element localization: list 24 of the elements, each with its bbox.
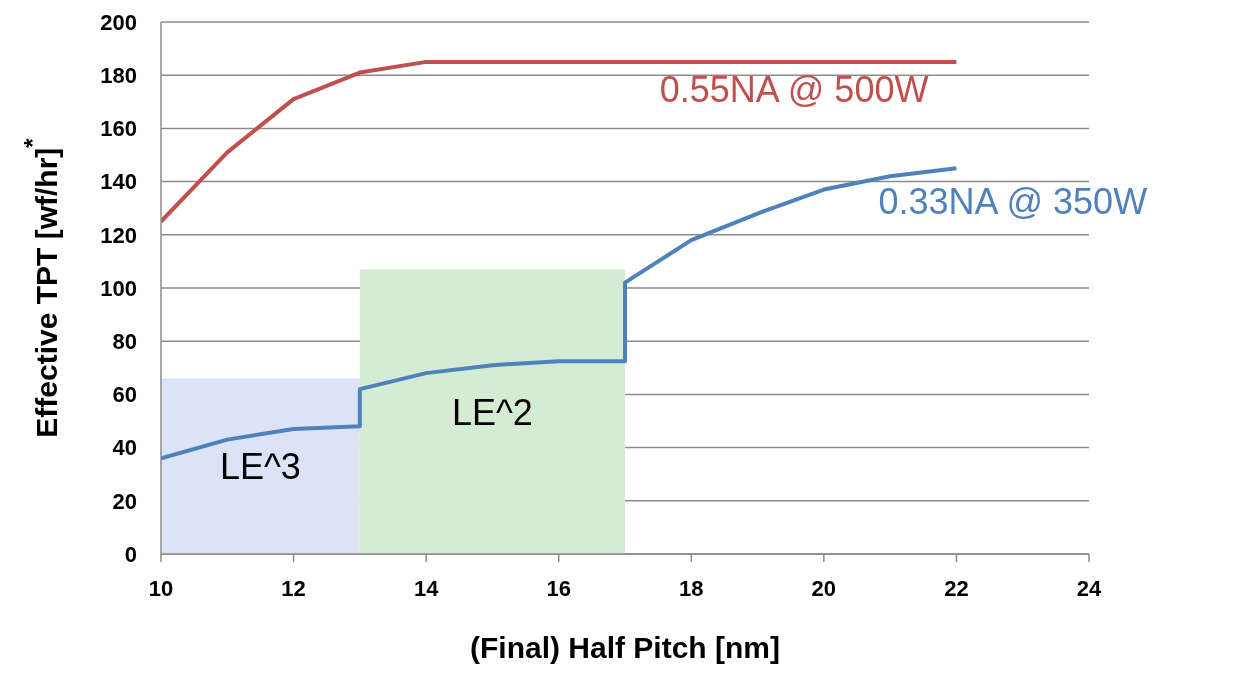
series-label: 0.55NA @ 500W <box>659 68 929 110</box>
y-tick-label: 140 <box>100 169 137 195</box>
series-label: 0.33NA @ 350W <box>878 181 1148 223</box>
x-tick-label: 12 <box>281 575 306 601</box>
y-tick-label: 0 <box>124 541 137 567</box>
x-tick-label: 22 <box>944 575 969 601</box>
y-tick-label: 40 <box>112 435 137 461</box>
x-tick-label: 16 <box>546 575 571 601</box>
y-tick-label: 60 <box>112 382 137 408</box>
y-tick-label: 120 <box>100 222 137 248</box>
x-tick-label: 18 <box>679 575 704 601</box>
y-tick-label: 100 <box>100 275 137 301</box>
y-tick-label: 180 <box>100 63 137 89</box>
x-tick-label: 10 <box>148 575 174 601</box>
x-axis-title: (Final) Half Pitch [nm] <box>470 631 780 664</box>
x-tick-label: 14 <box>413 575 440 601</box>
annotation: LE^3 <box>219 445 301 487</box>
y-tick-label: 200 <box>100 9 137 35</box>
x-tick-label: 24 <box>1076 575 1102 601</box>
x-tick-label: 20 <box>811 575 837 601</box>
y-tick-label: 80 <box>112 329 137 355</box>
annotation: LE^2 <box>451 391 533 433</box>
y-tick-label: 20 <box>112 488 137 514</box>
y-tick-label: 160 <box>100 116 137 142</box>
